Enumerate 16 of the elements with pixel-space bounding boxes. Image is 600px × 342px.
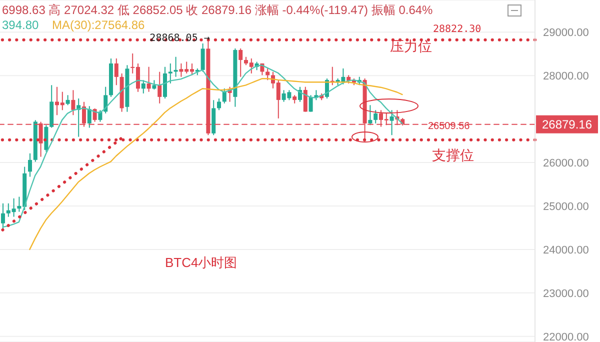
annotation: MA(30):27564.86 (52, 18, 145, 32)
y-tick-label: 23000.00 (543, 288, 589, 300)
annotation: 28868.05 → (150, 32, 210, 44)
y-tick-label: 29000.00 (543, 27, 589, 40)
text: 26509.56 (428, 121, 470, 132)
y-tick-label: 28000.00 (543, 70, 589, 83)
y-tick-label: 26000.00 (543, 157, 589, 170)
y-tick-label: 22000.00 (543, 331, 589, 342)
y-tick-label: 24000.00 (543, 244, 589, 256)
ref-line-label: 支撑位 (432, 148, 474, 164)
y-tick-label: 25000.00 (543, 200, 589, 213)
ref-line-label: 26879.16 (542, 117, 592, 132)
annotation: 6998.63 高 27024.32 低 26852.05 收 26879.16 涨幅 -0.44%(-119.47) 振幅 0.64% (2, 2, 433, 19)
annotation: BTC4小时图 (165, 254, 238, 272)
annotation: 394.80 (2, 18, 39, 32)
ref-line-label: 28822.30 (433, 24, 482, 35)
